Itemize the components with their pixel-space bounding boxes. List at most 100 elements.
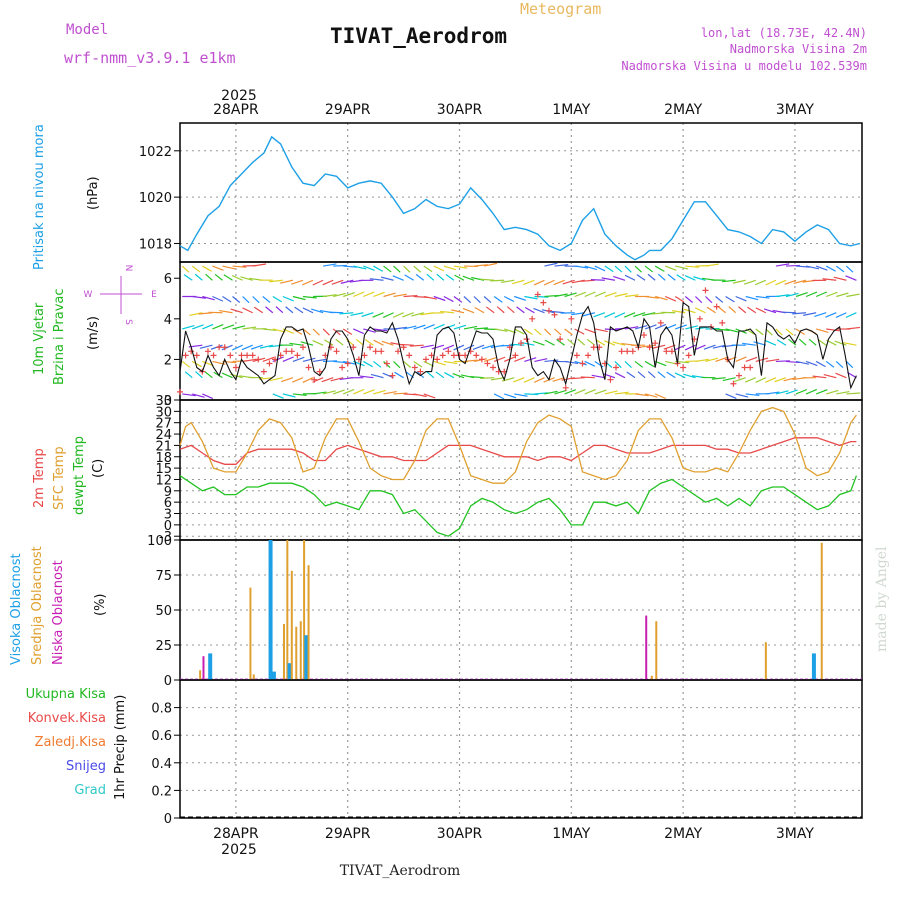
wind-arrow-347 xyxy=(506,306,515,314)
label-temp-2m: 2m Temp xyxy=(32,448,47,508)
wind-arrow-552 xyxy=(654,265,665,272)
credit-watermark: made by Angel xyxy=(874,546,890,652)
bottom-date-0: 28APR xyxy=(213,826,259,842)
cloud-bar-18 xyxy=(655,621,658,680)
wind-arrow-537 xyxy=(453,265,468,269)
gust-point-34 xyxy=(367,344,374,351)
wind-arrow-53 xyxy=(221,372,233,379)
wind-arrow-84 xyxy=(533,377,545,383)
wind-arrow-346 xyxy=(496,306,505,314)
wind-arrow-200 xyxy=(364,339,374,346)
gust-point-88 xyxy=(668,348,675,355)
wind-arrow-494 xyxy=(636,274,646,281)
wind-arrow-280 xyxy=(494,328,508,332)
gust-point-79 xyxy=(618,348,625,355)
gust-point-40 xyxy=(400,344,407,351)
wind-arrow-266 xyxy=(353,328,365,335)
wind-arrow-479 xyxy=(480,278,495,281)
gust-point-16 xyxy=(266,360,273,367)
wind-arrow-102 xyxy=(711,377,726,380)
wind-arrow-217 xyxy=(532,340,545,346)
gust-point-21 xyxy=(294,352,301,359)
wind-arrow-326 xyxy=(294,306,304,314)
wind-arrow-312 xyxy=(815,328,829,333)
gust-point-5 xyxy=(204,348,211,355)
wind-arrow-76 xyxy=(452,372,465,379)
wind-arrow-386 xyxy=(222,295,232,303)
ytick-label-precip-1: 0.2 xyxy=(151,784,172,799)
wind-arrow-432 xyxy=(684,296,693,303)
wind-arrow-392 xyxy=(282,295,294,302)
wind-arrow-196 xyxy=(324,339,334,346)
wind-arrow-199 xyxy=(355,338,364,346)
wind-arrow-449 xyxy=(183,274,193,281)
gust-point-101 xyxy=(741,364,748,371)
wind-arrow-555 xyxy=(685,265,700,268)
wind-arrow-219 xyxy=(556,338,565,346)
wind-arrow-345 xyxy=(485,306,495,314)
gust-point-87 xyxy=(663,348,670,355)
wind-arrow-240 xyxy=(765,340,777,346)
wind-arrow-189 xyxy=(250,344,263,350)
wind-arrow-19 xyxy=(493,393,505,400)
ytick-label-precip-2: 0.4 xyxy=(151,757,172,772)
gust-point-2 xyxy=(188,348,195,355)
wind-arrow-157 xyxy=(594,360,604,368)
wind-arrow-1 xyxy=(192,393,205,398)
label-temp-unit: (C) xyxy=(91,459,106,478)
wind-arrow-408 xyxy=(443,295,454,303)
cloud-bar-21 xyxy=(820,542,823,680)
gust-point-63 xyxy=(529,315,536,322)
wind-arrow-26 xyxy=(564,389,576,395)
wind-arrow-391 xyxy=(272,295,283,303)
wind-arrow-93 xyxy=(626,371,636,379)
wind-arrow-528 xyxy=(363,265,375,271)
wind-arrow-355 xyxy=(582,312,595,317)
gust-point-51 xyxy=(462,352,469,359)
wind-arrow-388 xyxy=(242,296,250,304)
wind-arrow-163 xyxy=(654,360,667,367)
bottom-date-3: 1MAY xyxy=(552,826,590,842)
wind-arrow-204 xyxy=(399,343,414,346)
gust-point-73 xyxy=(585,352,592,359)
wind-arrow-224 xyxy=(603,340,616,346)
wind-arrow-220 xyxy=(567,338,576,346)
series-pressure xyxy=(179,135,860,261)
ytick-label-temp-4: 9 xyxy=(164,485,172,500)
wind-arrow-180 xyxy=(825,360,835,368)
wind-arrow-293 xyxy=(624,326,639,330)
wind-arrow-242 xyxy=(788,338,797,346)
wind-arrow-40 xyxy=(765,391,780,395)
gust-point-31 xyxy=(350,344,357,351)
wind-arrow-334 xyxy=(372,312,384,318)
wind-arrow-173 xyxy=(755,357,769,363)
wind-arrow-545 xyxy=(584,265,597,271)
wind-arrow-316 xyxy=(189,312,203,317)
wind-arrow-389 xyxy=(252,296,260,304)
wind-arrow-60 xyxy=(292,377,304,383)
wind-arrow-410 xyxy=(463,296,472,304)
wind-arrow-493 xyxy=(624,274,636,281)
gust-point-61 xyxy=(518,340,524,347)
wind-arrow-151 xyxy=(534,358,548,363)
wind-arrow-89 xyxy=(580,376,595,379)
wind-arrow-181 xyxy=(835,361,844,369)
gust-point-47 xyxy=(439,352,446,359)
gust-point-64 xyxy=(534,291,541,298)
gust-point-77 xyxy=(607,376,614,383)
gust-point-100 xyxy=(736,372,743,379)
wind-arrow-94 xyxy=(637,371,646,379)
wind-arrow-565 xyxy=(845,265,854,273)
compass-s: S xyxy=(123,319,133,325)
gust-point-80 xyxy=(624,348,631,355)
wind-arrow-443 xyxy=(795,291,808,298)
wind-arrow-364 xyxy=(671,310,686,314)
wind-arrow-325 xyxy=(285,306,294,314)
gust-point-15 xyxy=(260,368,267,375)
wind-arrow-451 xyxy=(205,273,213,281)
wind-arrow-188 xyxy=(241,344,253,351)
gust-point-93 xyxy=(696,315,703,322)
wind-arrow-247 xyxy=(834,340,847,346)
wind-arrow-86 xyxy=(552,377,565,382)
wind-arrow-112 xyxy=(812,375,827,379)
